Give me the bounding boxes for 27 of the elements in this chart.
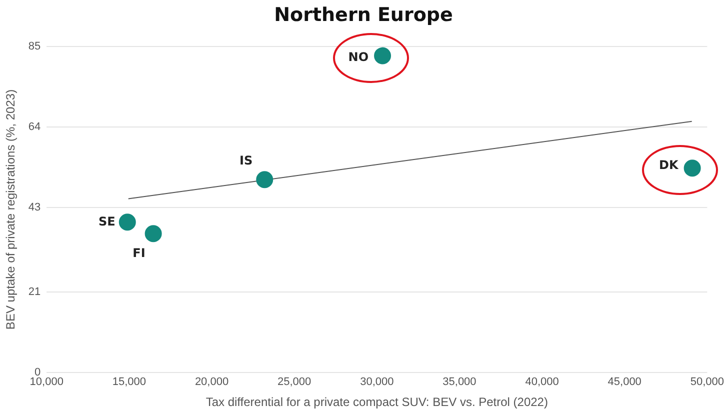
point xyxy=(144,225,162,242)
point xyxy=(374,47,392,64)
x-tick-label: 25,000 xyxy=(278,376,312,388)
x-tick-label: 45,000 xyxy=(608,376,642,388)
y-tick-label: 64 xyxy=(28,121,41,134)
series-label: FI xyxy=(132,246,146,260)
series-label: DK xyxy=(659,158,680,172)
x-tick-label: 15,000 xyxy=(112,376,146,388)
chart-title: Northern Europe xyxy=(273,4,454,26)
x-axis-title: Tax differential for a private compact SUV: BEV vs. Petrol (2022) xyxy=(206,395,548,410)
point xyxy=(118,214,136,231)
x-tick-label: 40,000 xyxy=(525,376,559,388)
y-tick-label: 43 xyxy=(28,202,41,214)
point xyxy=(256,171,274,188)
series-label: NO xyxy=(348,50,369,64)
y-tick-label: 85 xyxy=(28,40,41,53)
y-tick-label: 0 xyxy=(34,366,41,378)
x-tick-label: 10,000 xyxy=(30,376,64,388)
series-label: SE xyxy=(98,214,116,228)
x-tick-label: 50,000 xyxy=(690,376,724,388)
y-tick-label: 21 xyxy=(28,286,41,298)
x-tick-label: 30,000 xyxy=(360,376,394,388)
y-axis-title: BEV uptake of private registrations (%, 2023) xyxy=(4,89,18,330)
x-tick-label: 35,000 xyxy=(442,376,476,388)
x-tick-label: 20,000 xyxy=(194,376,229,388)
point xyxy=(684,160,701,177)
series-label: IS xyxy=(240,154,253,168)
